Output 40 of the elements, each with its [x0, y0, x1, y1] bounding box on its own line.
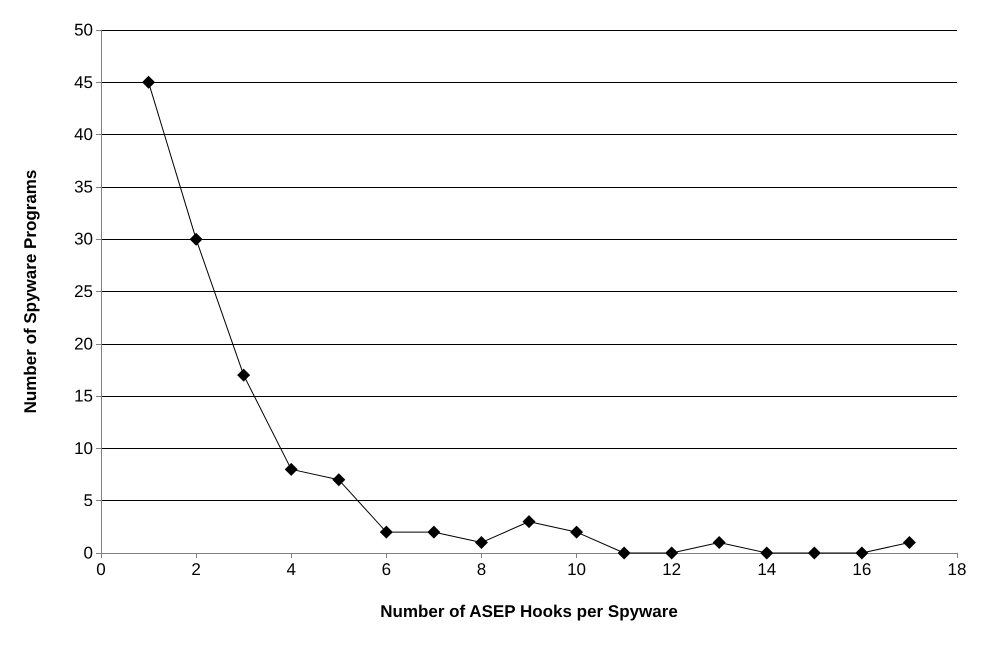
x-tick-label: 2	[191, 560, 201, 579]
point	[284, 462, 298, 476]
y-tick-label: 40	[74, 125, 93, 144]
point	[380, 526, 393, 539]
x-tick-label: 12	[662, 560, 682, 579]
x-tick-label: 6	[382, 560, 392, 579]
point	[522, 515, 536, 528]
x-tick-label: 16	[852, 560, 872, 579]
point	[190, 232, 203, 246]
y-tick-label: 50	[74, 20, 93, 40]
y-tick-label: 30	[74, 230, 93, 249]
x-axis-title: Number of ASEP Hooks per Spyware	[380, 602, 678, 621]
x-tick-label: 4	[286, 560, 296, 579]
point	[237, 368, 250, 382]
point	[712, 536, 726, 550]
point	[332, 473, 346, 486]
point	[142, 76, 156, 89]
point	[427, 526, 440, 539]
x-tick-label: 8	[476, 560, 486, 579]
y-tick-label: 45	[74, 72, 93, 92]
x-tick-label: 14	[757, 560, 776, 579]
point	[474, 536, 488, 550]
y-tick-label: 35	[74, 177, 93, 196]
x-tick-label: 0	[96, 560, 106, 579]
y-axis-title: Number of Spyware Programs	[21, 170, 40, 414]
point	[808, 546, 821, 560]
y-tick-label: 0	[84, 544, 93, 562]
y-tick-label: 15	[74, 386, 93, 406]
point	[760, 546, 774, 560]
point	[902, 536, 916, 550]
y-tick-label: 10	[74, 438, 93, 458]
point	[618, 546, 631, 560]
point	[570, 526, 584, 539]
y-tick-label: 25	[74, 282, 93, 301]
point	[855, 546, 868, 560]
x-tick-label: 10	[567, 560, 586, 579]
point	[665, 546, 678, 560]
y-tick-label: 20	[74, 334, 93, 354]
x-tick-label: 18	[948, 560, 966, 579]
y-tick-label: 5	[84, 491, 93, 510]
